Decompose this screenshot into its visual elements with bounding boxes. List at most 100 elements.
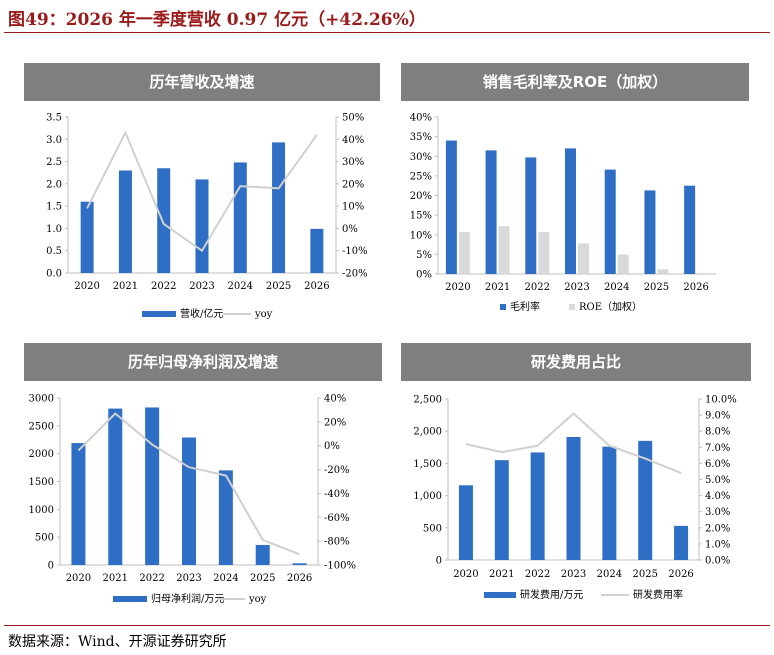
left-tick-label: 1,000	[413, 491, 442, 502]
left-tick-label: 2.5	[46, 157, 62, 168]
rd-expense-chart-panel: 研发费用占比 0 500 1,000 1,500 2,000 2,500 0.0% 1.0% 2…	[401, 343, 751, 615]
left-tick-label: 2000	[29, 449, 54, 460]
bar-primary	[485, 150, 497, 274]
x-tick-label: 2022	[151, 281, 176, 292]
margin-roe-chart-title: 销售毛利率及ROE（加权）	[401, 63, 749, 101]
bar-primary	[272, 142, 286, 273]
right-tick-label: -100%	[324, 561, 356, 572]
revenue-chart-panel: 历年营收及增速 0.0 0.5 1.0 1.5 2.0 2.5 3.0 3.5 -20% -10%…	[24, 63, 380, 335]
right-tick-label: 2.0%	[705, 523, 730, 534]
right-tick-label: 30%	[342, 157, 364, 168]
x-tick-label: 2022	[139, 573, 164, 584]
bar-secondary	[617, 254, 629, 274]
bar-primary	[525, 157, 537, 274]
x-tick-label: 2020	[74, 281, 99, 292]
left-tick-label: 1.5	[46, 202, 62, 213]
bar-secondary	[498, 226, 510, 274]
right-tick-label: 3.0%	[705, 507, 730, 518]
x-tick-label: 2026	[287, 573, 312, 584]
bar-primary	[145, 407, 160, 565]
revenue-chart: 0.0 0.5 1.0 1.5 2.0 2.5 3.0 3.5 -20% -10% 0% 10% 20%…	[46, 113, 368, 321]
bar-primary	[310, 228, 324, 273]
legend-label: yoy	[248, 594, 267, 605]
x-tick-label: 2020	[453, 569, 478, 580]
left-tick-label: 0%	[416, 270, 432, 281]
left-tick-label: 5%	[416, 250, 432, 261]
legend-label: 营收/亿元	[180, 307, 223, 320]
bar-primary	[182, 437, 196, 565]
right-tick-label: 0%	[324, 441, 340, 452]
legend-label: yoy	[254, 309, 273, 320]
x-tick-label: 2024	[597, 569, 622, 580]
left-tick-label: 500	[423, 523, 442, 534]
bar-primary	[604, 169, 616, 274]
x-tick-label: 2026	[304, 281, 329, 292]
bottom-rule	[4, 625, 770, 626]
x-tick-label: 2025	[644, 282, 669, 293]
right-tick-label: -60%	[324, 513, 350, 524]
left-tick-label: 3.0	[46, 135, 62, 146]
x-tick-label: 2026	[668, 569, 693, 580]
x-tick-label: 2022	[525, 569, 550, 580]
x-tick-label: 2023	[564, 282, 589, 293]
bar-secondary	[657, 269, 669, 274]
rd-expense-chart: 0 500 1,000 1,500 2,000 2,500 0.0% 1.0% 2.0% 3.0%…	[413, 395, 736, 602]
x-tick-label: 2025	[250, 573, 275, 584]
right-tick-label: 40%	[324, 394, 346, 405]
left-tick-label: 35%	[410, 132, 432, 143]
right-tick-label: -20%	[342, 269, 368, 280]
left-tick-label: 3000	[29, 394, 54, 405]
right-tick-label: 1.0%	[705, 539, 730, 550]
margin-roe-chart: 0% 5% 10% 15% 20% 25% 30% 35% 40% 2020 2021 2022 202…	[410, 113, 716, 313]
right-tick-label: 5.0%	[705, 475, 730, 486]
bar-primary	[218, 470, 233, 565]
right-tick-label: -80%	[324, 537, 350, 548]
x-tick-label: 2021	[103, 573, 128, 584]
right-tick-label: 0.0%	[705, 556, 730, 567]
left-tick-label: 500	[35, 533, 54, 544]
left-tick-label: 0.0	[46, 269, 62, 280]
left-tick-label: 2.0	[46, 179, 62, 190]
bar-primary	[530, 452, 545, 560]
bar-primary	[458, 485, 473, 560]
right-tick-label: -20%	[324, 465, 350, 476]
left-tick-label: 40%	[410, 113, 432, 124]
x-tick-label: 2022	[525, 282, 550, 293]
left-tick-label: 2500	[29, 421, 54, 432]
rd-expense-chart-title: 研发费用占比	[401, 343, 751, 381]
left-tick-label: 0.5	[46, 246, 62, 257]
bar-primary	[292, 563, 307, 565]
right-tick-label: 50%	[342, 113, 364, 124]
right-tick-label: 40%	[342, 135, 364, 146]
x-tick-label: 2025	[266, 281, 291, 292]
legend-swatch	[500, 304, 506, 310]
left-tick-label: 1500	[29, 477, 54, 488]
net-profit-chart: 0 500 1000 1500 2000 2500 3000 -100% -80% -60% -40…	[29, 394, 356, 606]
bar-primary	[118, 170, 132, 273]
legend-swatch	[142, 311, 176, 317]
bar-primary	[565, 148, 576, 274]
left-tick-label: 1.0	[46, 224, 62, 235]
bar-primary	[108, 408, 123, 565]
right-tick-label: 0%	[342, 224, 358, 235]
x-tick-label: 2021	[485, 282, 510, 293]
left-tick-label: 15%	[410, 211, 432, 222]
source-note: 数据来源：Wind、开源证券研究所	[8, 634, 227, 650]
bar-primary	[602, 446, 617, 560]
left-tick-label: 2,000	[413, 427, 442, 438]
left-tick-label: 1,500	[413, 459, 442, 470]
bar-primary	[494, 460, 509, 560]
bar-primary	[674, 525, 689, 560]
right-tick-label: 9.0%	[705, 411, 730, 422]
bar-secondary	[458, 232, 470, 274]
right-tick-label: 20%	[342, 179, 364, 190]
bar-primary	[638, 440, 653, 560]
x-tick-label: 2023	[561, 569, 586, 580]
x-tick-label: 2024	[213, 573, 238, 584]
margin-roe-chart-panel: 销售毛利率及ROE（加权） 0% 5% 10% 15% 20% 25% 30% 35% 40% 2…	[401, 63, 749, 335]
bar-secondary	[538, 232, 550, 274]
x-tick-label: 2025	[632, 569, 657, 580]
x-tick-label: 2021	[489, 569, 514, 580]
bar-primary	[80, 201, 94, 273]
legend-label: ROE（加权）	[579, 300, 642, 313]
